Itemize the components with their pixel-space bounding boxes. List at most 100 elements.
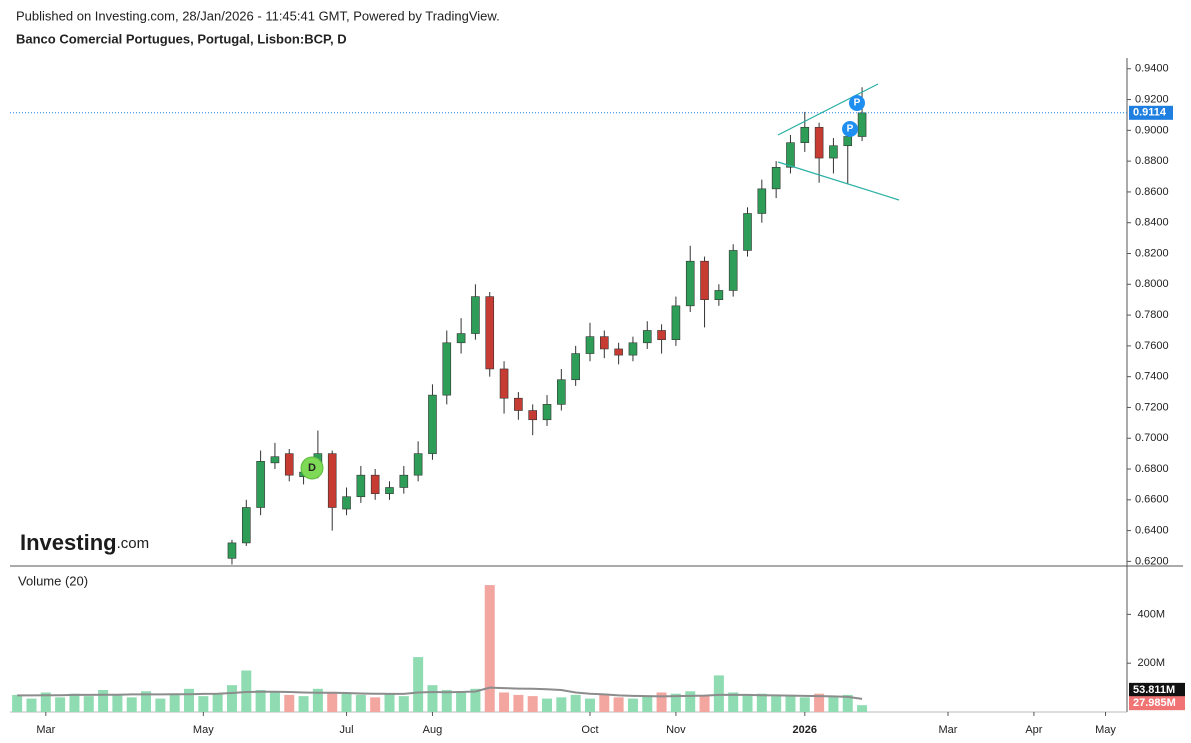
y-tick-label: 0.8000 [1135,278,1169,290]
x-tick-label: 2026 [793,724,817,736]
axes: 0.6200 0.6400 0.6600 0.6800 0.7000 0.7200 0.74… [10,63,1185,736]
volume-bar [499,692,510,712]
volume-bar [169,694,180,712]
candle-body [642,330,652,344]
candle-body [685,260,695,307]
volume-title: Volume (20) [18,573,88,588]
candle-body [829,145,838,159]
marker-label: P [847,124,854,135]
y-tick-label: 200M [1137,657,1165,669]
candle-body [471,296,480,334]
x-tick-label: May [1095,724,1116,736]
volume-bar [785,694,796,712]
candle-body [370,474,380,494]
candle-body [628,342,638,356]
y-tick-label: 0.6400 [1135,525,1169,537]
candle-body [442,342,452,396]
volume-bar [255,690,266,712]
y-tick-label: 0.9400 [1135,63,1169,75]
y-tick-label: 0.8200 [1135,247,1169,259]
publish-note: Published on Investing.com, 28/Jan/2026 … [16,8,500,23]
y-tick-label: 0.9000 [1135,124,1169,136]
volume-bar [527,696,538,712]
volume-bar [12,694,23,712]
y-tick-label: 0.6800 [1135,463,1169,475]
pattern-marker: P [842,121,858,137]
candle-body [256,461,265,508]
volume-bar [69,693,80,712]
volume-bar [828,696,839,712]
y-tick-label: 0.7400 [1135,371,1169,383]
y-tick-label: 0.9200 [1135,93,1169,105]
candle-body [600,336,609,350]
volume-bar [728,692,739,712]
candle-body [528,410,537,421]
volume-bar [341,693,352,712]
volume-pane [12,585,868,712]
volume-bar [857,705,868,712]
y-tick-label: 0.8600 [1135,186,1169,198]
volume-bar [198,696,209,712]
volume-ma-line [17,686,863,700]
candle-body [757,188,767,214]
candle-body [399,474,409,488]
volume-bar [685,691,696,712]
volume-bar [413,657,424,712]
y-tick-label: 0.8800 [1135,155,1169,167]
volume-bar [670,693,681,712]
logo: Investing.com [20,530,149,555]
logo-brand: Investing [20,530,117,555]
ma-tag-label: 53.811M [1133,684,1175,696]
y-tick-label: 0.6200 [1135,555,1169,567]
volume-bar [40,692,51,712]
symbol-title: Banco Comercial Portugues, Portugal, Lis… [16,31,347,46]
x-tick-label: Oct [581,724,598,736]
volume-bar [355,694,366,712]
volume-bar [627,698,638,712]
candle-body [614,348,623,356]
x-tick-label: Apr [1025,724,1042,736]
candle-body [657,330,666,341]
volume-bar [484,585,495,712]
last-price-label: 0.9114 [1133,107,1167,119]
candle-body [499,368,509,399]
candle-body [227,542,237,559]
x-tick-label: May [193,724,214,736]
candle-body [786,142,795,168]
volume-bar [384,693,395,712]
logo-suffix: .com [117,535,150,552]
candle-body [342,496,351,510]
volume-bar [584,698,595,712]
volume-bar [470,688,481,712]
volume-bar [742,694,753,712]
candle-body [456,333,466,344]
volume-bar [771,696,782,712]
candle-body [514,397,523,411]
candle-body [485,296,495,370]
candle-body [857,112,867,137]
volume-bar [542,698,553,712]
marker-label: P [854,98,861,109]
volume-tag-label: 27.985M [1133,697,1176,709]
candle-body [743,213,752,251]
volume-bar [656,692,667,712]
pattern-marker: P [849,95,865,111]
volume-bar [55,697,66,712]
volume-bar [184,688,195,712]
volume-bar [141,691,152,712]
volume-bar [298,696,309,712]
candle-body [671,305,681,341]
candle-body [542,404,552,421]
candle-body [270,456,280,464]
x-tick-label: Nov [666,724,686,736]
volume-bar [226,685,237,712]
volume-bar [756,693,767,712]
volume-bar [699,694,710,712]
volume-bar [370,697,381,712]
candle-body [571,353,580,381]
volume-tag [1129,696,1185,711]
candle-body [728,250,738,291]
y-tick-label: 400M [1137,608,1165,620]
